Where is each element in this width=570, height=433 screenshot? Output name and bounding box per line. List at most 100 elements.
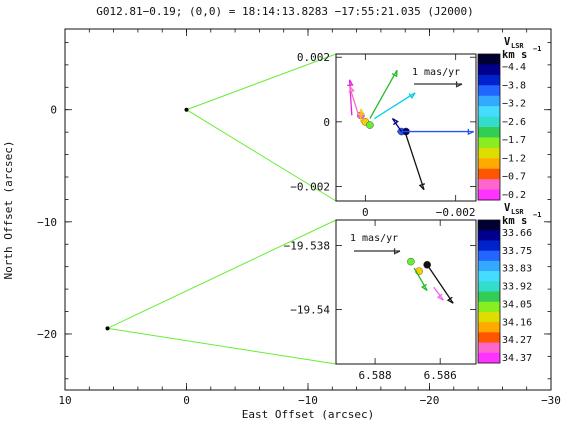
inset-y-tick-label: 0.002 <box>297 51 330 64</box>
proper-motion-vector <box>369 69 398 119</box>
colorbar-tick-label: −1.2 <box>502 153 526 164</box>
inset-connector-lines <box>107 53 337 365</box>
y-axis-label: North Offset (arcsec) <box>2 140 15 279</box>
colorbar-title: V <box>504 36 511 48</box>
colorbar-frame <box>477 53 501 201</box>
colorbar-tick-label: 33.75 <box>502 246 532 257</box>
x-tick-label: −30 <box>541 394 561 407</box>
colorbar-segment <box>478 230 500 241</box>
colorbar-segment <box>478 168 500 180</box>
inset-y-tick-label: −19.54 <box>290 304 330 317</box>
inset-panel-top: 0 −0.002 0.002 0 −0.002 1 mas/yr <box>290 51 477 219</box>
colorbar-segment <box>478 85 500 97</box>
connector-line <box>186 109 337 202</box>
colorbar-segment <box>478 179 500 190</box>
colorbar-segment <box>478 250 500 262</box>
colorbar-segment <box>478 260 500 272</box>
inset-x-tick-label: 6.588 <box>359 369 392 382</box>
velocity-scale-arrow-head <box>393 248 401 255</box>
colorbar-title: V <box>504 202 511 214</box>
connector-line <box>107 327 337 365</box>
velocity-scale-label: 1 mas/yr <box>350 233 398 244</box>
colorbar-segment <box>478 342 500 354</box>
colorbar-segment <box>478 158 500 170</box>
colorbar-segment <box>478 95 500 107</box>
colorbar-tick-label: 33.83 <box>502 264 532 275</box>
velocity-scale-arrow-head <box>455 81 463 88</box>
colorbar-segment <box>478 189 500 201</box>
proper-motion-vector-head <box>420 283 428 291</box>
colorbar-unit-superscript: −1 <box>533 45 541 53</box>
inset-x-tick-label: −0.002 <box>436 206 476 219</box>
maser-position-point <box>184 107 189 112</box>
proper-motion-vector-head <box>358 108 365 115</box>
colorbar-tick-label: −1.7 <box>502 135 526 146</box>
proper-motion-vector-head <box>467 128 475 136</box>
velocity-scale-label: 1 mas/yr <box>412 67 460 78</box>
colorbar-segment <box>478 352 500 364</box>
colorbar-unit: km s <box>502 215 527 227</box>
colorbar-segment <box>478 74 500 86</box>
colorbar-title-subscript: LSR <box>511 208 524 216</box>
proper-motion-vector-head <box>446 296 454 304</box>
inset-y-tick-label: 0 <box>323 116 330 129</box>
inset-y-tick-label: −19.538 <box>284 240 330 253</box>
proper-motion-vector-head <box>391 70 398 78</box>
proper-motion-vector-head <box>418 183 426 191</box>
colorbar-title-subscript: LSR <box>511 42 524 50</box>
x-axis-label: East Offset (arcsec) <box>242 408 374 421</box>
x-tick-label: −20 <box>420 394 440 407</box>
inset-x-tick-label: 0 <box>362 206 369 219</box>
colorbar-tick-label: −3.2 <box>502 99 526 110</box>
colorbar-frame <box>477 219 501 364</box>
x-tick-label: −10 <box>298 394 318 407</box>
maser-position-point <box>105 326 110 331</box>
y-tick-label: −20 <box>37 328 57 341</box>
proper-motion-vector-head <box>348 85 355 93</box>
proper-motion-vector <box>391 118 403 132</box>
proper-motion-vector-head <box>408 92 416 100</box>
colorbar-tick-label: −0.2 <box>502 190 526 201</box>
maser-spot <box>366 121 374 129</box>
colorbar-tick-label: −0.7 <box>502 172 526 183</box>
inset-panel-bottom: 6.588 6.586 −19.538 −19.54 1 mas/yr <box>284 219 477 382</box>
connector-line <box>107 219 337 329</box>
main-axis-ticks: 10 0 −10 −20 −300−10−20 <box>37 29 561 407</box>
connector-line <box>186 53 337 111</box>
colorbar-tick-label: 33.66 <box>502 228 532 239</box>
colorbar-segment <box>478 271 500 282</box>
proper-motion-vector <box>374 92 416 120</box>
colorbar-tick-label: 33.92 <box>502 282 532 293</box>
colorbar-segment <box>478 332 500 343</box>
main-plot: 10 0 −10 −20 −300−10−20 East Offset (arcsec)… <box>2 28 561 421</box>
y-tick-label: −10 <box>37 216 57 229</box>
colorbar-segment <box>478 220 500 231</box>
proper-motion-vector <box>413 267 428 291</box>
inset-frame <box>335 53 477 202</box>
colorbar-bottom: 33.66 33.75 33.83 33.92 34.05 34.16 34.27 34.37… <box>477 202 541 364</box>
x-tick-label: 10 <box>58 394 71 407</box>
colorbar-segment <box>478 311 500 323</box>
colorbar-segment <box>478 281 500 292</box>
colorbar-tick-label: 34.27 <box>502 335 532 346</box>
proper-motion-vector <box>426 264 454 304</box>
colorbar-tick-label: 34.16 <box>502 317 532 328</box>
main-maser-positions <box>105 107 189 331</box>
colorbar-segment <box>478 116 500 128</box>
colorbar-segment <box>478 64 500 76</box>
inset-frame <box>335 219 477 365</box>
inset-y-tick-label: −0.002 <box>290 180 330 193</box>
colorbar-segment <box>478 147 500 159</box>
y-tick-label: 0 <box>50 104 57 117</box>
colorbar-segment <box>478 127 500 138</box>
colorbar-segment <box>478 137 500 149</box>
x-tick-label: 0 <box>183 394 190 407</box>
proper-motion-vector <box>405 134 425 190</box>
colorbar-tick-label: −4.4 <box>502 62 526 73</box>
proper-motion-vector-head <box>436 293 444 301</box>
colorbar-segment <box>478 322 500 333</box>
colorbar-segment <box>478 291 500 303</box>
colorbar-unit-superscript: −1 <box>533 211 541 219</box>
colorbar-tick-label: −2.6 <box>502 117 526 128</box>
